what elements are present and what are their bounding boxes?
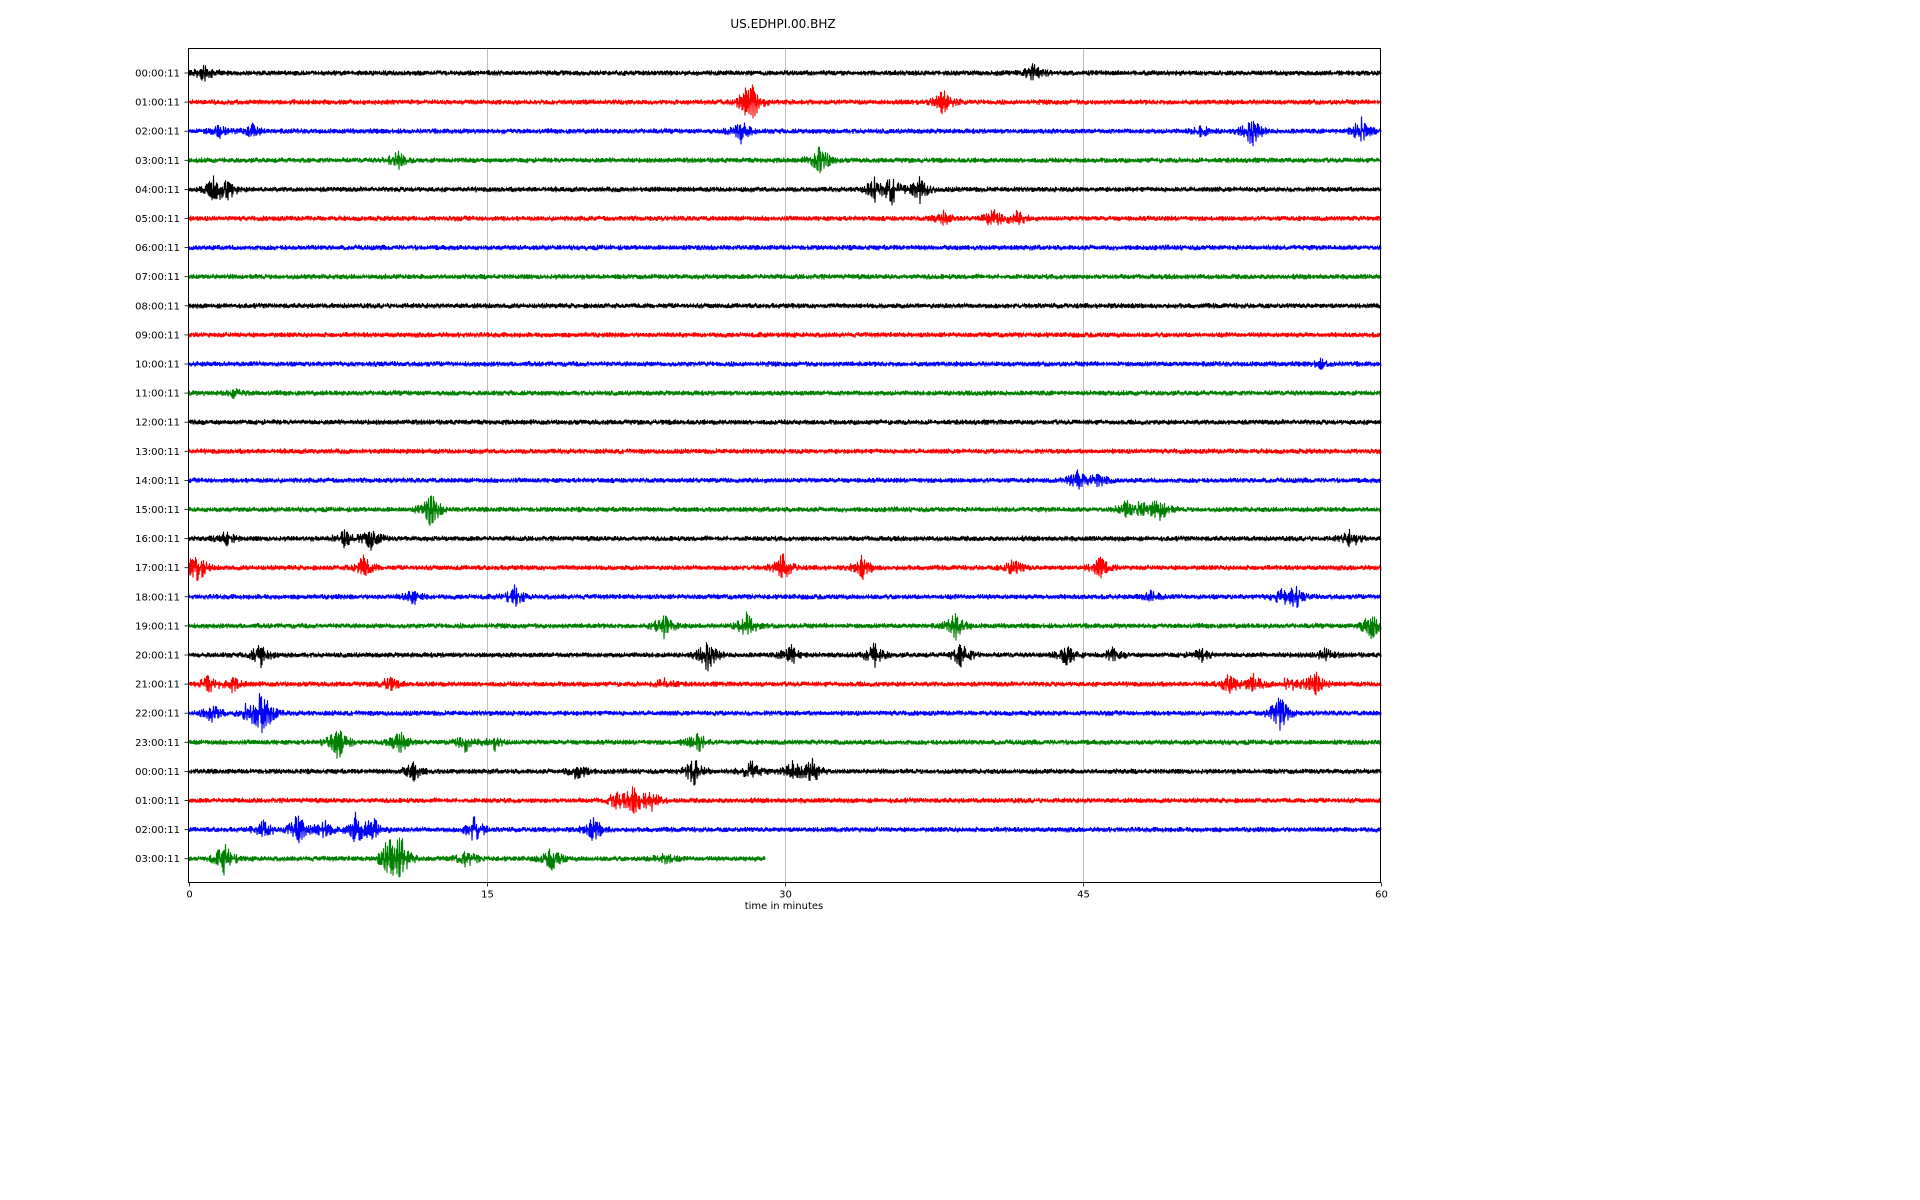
row-time-label: 16:00:11 <box>135 534 180 545</box>
trace-row <box>187 331 1382 339</box>
row-time-label: 09:00:11 <box>135 330 180 341</box>
x-axis-label: time in minutes <box>745 901 824 912</box>
row-time-label: 05:00:11 <box>135 214 180 225</box>
x-tick-label: 30 <box>779 890 792 901</box>
trace-row <box>187 357 1382 370</box>
row-time-label: 18:00:11 <box>135 592 180 603</box>
trace-row <box>187 301 1382 310</box>
trace-row <box>187 837 766 878</box>
row-time-label: 00:00:11 <box>135 69 180 80</box>
trace-row <box>187 730 1382 759</box>
trace-row <box>187 146 1382 174</box>
row-time-label: 01:00:11 <box>135 796 180 807</box>
row-time-label: 12:00:11 <box>135 418 180 429</box>
trace-row <box>187 175 1382 206</box>
row-time-label: 03:00:11 <box>135 854 180 865</box>
plot-frame <box>188 48 1381 883</box>
row-time-label: 14:00:11 <box>135 476 180 487</box>
x-tick-label: 45 <box>1077 890 1090 901</box>
trace-row <box>187 671 1382 696</box>
trace-row <box>187 209 1382 226</box>
row-time-label: 06:00:11 <box>135 243 180 254</box>
x-axis-ticks: 0 15 30 45 60 <box>186 882 1388 901</box>
row-time-label: 08:00:11 <box>135 301 180 312</box>
row-time-label: 13:00:11 <box>135 447 180 458</box>
helicorder-chart: US.EDHPI.00.BHZ 00:00:11 01:00:11 02:00:11… <box>135 17 1388 912</box>
row-time-label: 02:00:11 <box>135 127 180 138</box>
row-time-label: 15:00:11 <box>135 505 180 516</box>
row-time-labels: 00:00:11 01:00:11 02:00:11 03:00:11 04:00:11… <box>135 69 189 865</box>
row-time-label: 22:00:11 <box>135 709 180 720</box>
trace-row <box>187 553 1382 582</box>
row-time-label: 21:00:11 <box>135 680 180 691</box>
trace-row <box>187 757 1382 786</box>
row-time-label: 17:00:11 <box>135 563 180 574</box>
trace-lines <box>187 63 1382 878</box>
vertical-grid <box>487 48 1084 883</box>
trace-row <box>187 692 1382 734</box>
trace-row <box>187 418 1382 427</box>
trace-row <box>187 786 1382 814</box>
row-time-label: 10:00:11 <box>135 360 180 371</box>
trace-row <box>187 84 1382 119</box>
x-tick-label: 15 <box>481 890 494 901</box>
x-tick-label: 0 <box>186 890 192 901</box>
trace-row <box>187 447 1382 456</box>
trace-row <box>187 243 1382 252</box>
x-tick-label: 60 <box>1375 890 1388 901</box>
trace-row <box>187 63 1382 82</box>
trace-row <box>187 272 1382 281</box>
row-time-label: 02:00:11 <box>135 825 180 836</box>
trace-row <box>187 528 1382 551</box>
trace-row <box>187 495 1382 526</box>
trace-row <box>187 642 1382 672</box>
row-time-label: 23:00:11 <box>135 738 180 749</box>
trace-row <box>187 116 1382 147</box>
row-time-label: 11:00:11 <box>135 389 180 400</box>
trace-row <box>187 388 1382 400</box>
trace-row <box>187 811 1382 844</box>
row-time-label: 03:00:11 <box>135 156 180 167</box>
row-time-label: 19:00:11 <box>135 621 180 632</box>
row-time-label: 07:00:11 <box>135 272 180 283</box>
row-time-label: 00:00:11 <box>135 767 180 778</box>
row-time-label: 01:00:11 <box>135 98 180 109</box>
trace-row <box>188 584 1382 609</box>
chart-title: US.EDHPI.00.BHZ <box>730 17 835 31</box>
trace-row <box>187 611 1382 641</box>
row-time-label: 20:00:11 <box>135 651 180 662</box>
trace-row <box>187 469 1382 490</box>
row-time-label: 04:00:11 <box>135 185 180 196</box>
